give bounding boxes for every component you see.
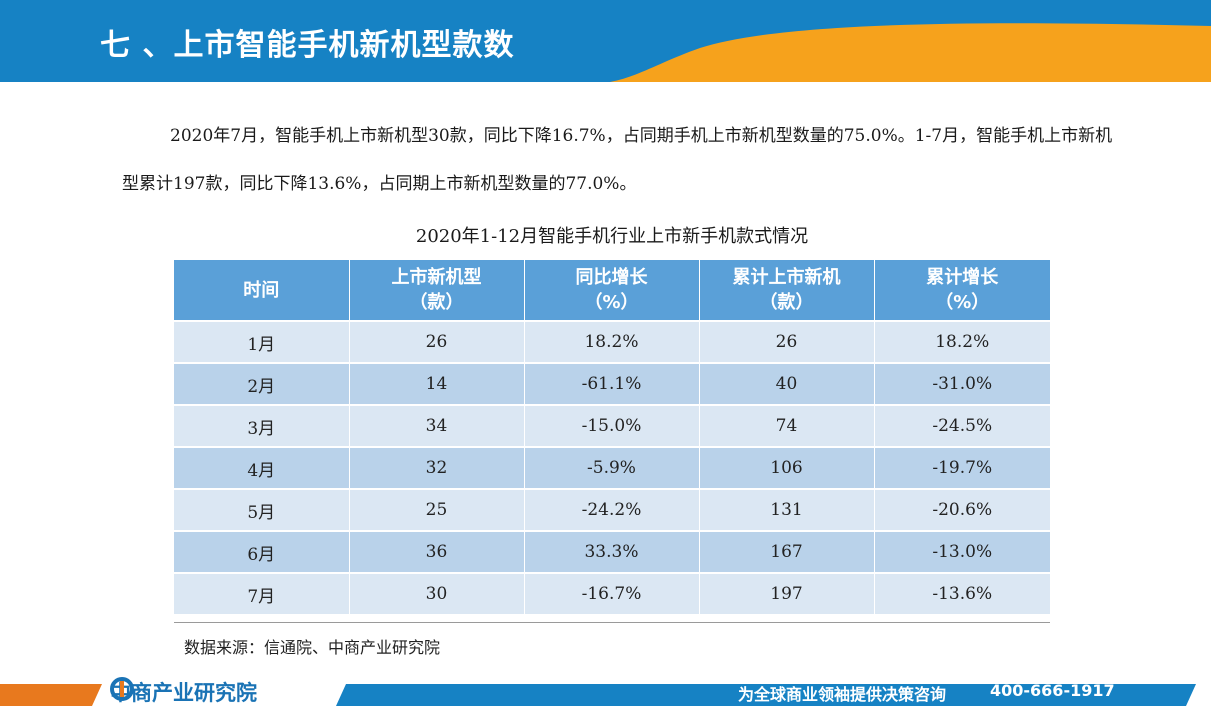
table-row: 3月 34 -15.0% 74 -24.5% [174,405,1050,448]
table-cell: -31.0% [874,363,1050,406]
table-row: 2月 14 -61.1% 40 -31.0% [174,363,1050,406]
table-cell: 33.3% [524,531,700,574]
table-cell: 5月 [174,489,350,532]
table-cell: 4月 [174,447,350,490]
column-header: 累计增长 （%） [874,260,1050,322]
source-divider [174,622,1050,623]
table-cell: -15.0% [524,405,700,448]
table-cell: 6月 [174,531,350,574]
table-cell: -24.2% [524,489,700,532]
table-cell: 197 [699,573,875,616]
logo-icon [110,677,134,701]
table-row: 1月 26 18.2% 26 18.2% [174,321,1050,364]
table-cell: 131 [699,489,875,532]
footer-shape [0,684,1196,706]
data-table: 时间 上市新机型 （款） 同比增长 （%） 累计上市新机 （款） 累计增长 （%） 1月… [174,260,1050,616]
table-header-row: 时间 上市新机型 （款） 同比增长 （%） 累计上市新机 （款） 累计增长 （%） [174,260,1050,322]
table-cell: -20.6% [874,489,1050,532]
table-row: 5月 25 -24.2% 131 -20.6% [174,489,1050,532]
footer-phone: 400-666-1917 [990,681,1115,700]
logo-text: 中商产业研究院 [110,681,257,705]
table-cell: 30 [349,573,525,616]
footer-bar: 中商产业研究院 为全球商业领袖提供决策咨询 400-666-1917 [0,672,1211,712]
table-cell: 26 [349,321,525,364]
table-cell: 14 [349,363,525,406]
company-logo: 中商产业研究院 [110,677,257,707]
table-cell: 74 [699,405,875,448]
table-cell: 106 [699,447,875,490]
header-banner: 七 、上市智能手机新机型款数 [0,0,1211,82]
table-cell: -61.1% [524,363,700,406]
intro-paragraph: 2020年7月，智能手机上市新机型30款，同比下降16.7%，占同期手机上市新机… [122,126,1113,194]
table-cell: 7月 [174,573,350,616]
table-cell: -19.7% [874,447,1050,490]
table-title: 2020年1-12月智能手机行业上市新手机款式情况 [415,226,809,247]
table-cell: -13.0% [874,531,1050,574]
table-cell: 26 [699,321,875,364]
table-cell: -24.5% [874,405,1050,448]
table-cell: -16.7% [524,573,700,616]
table-cell: 18.2% [874,321,1050,364]
table-row: 7月 30 -16.7% 197 -13.6% [174,573,1050,616]
column-header: 同比增长 （%） [524,260,700,322]
footer-slogan: 为全球商业领袖提供决策咨询 [738,685,947,704]
table-row: 6月 36 33.3% 167 -13.0% [174,531,1050,574]
table-cell: 167 [699,531,875,574]
table-cell: 2月 [174,363,350,406]
column-header: 时间 [174,260,350,322]
column-header: 累计上市新机 （款） [699,260,875,322]
table-cell: 25 [349,489,525,532]
table-row: 4月 32 -5.9% 106 -19.7% [174,447,1050,490]
header-shape [0,0,1211,82]
table-cell: -5.9% [524,447,700,490]
table-cell: -13.6% [874,573,1050,616]
column-header: 上市新机型 （款） [349,260,525,322]
table-cell: 36 [349,531,525,574]
table-cell: 1月 [174,321,350,364]
table-cell: 32 [349,447,525,490]
table-cell: 3月 [174,405,350,448]
data-source-note: 数据来源：信通院、中商产业研究院 [184,638,441,657]
page-title: 七 、上市智能手机新机型款数 [100,28,515,63]
table-cell: 40 [699,363,875,406]
table-cell: 18.2% [524,321,700,364]
table-cell: 34 [349,405,525,448]
